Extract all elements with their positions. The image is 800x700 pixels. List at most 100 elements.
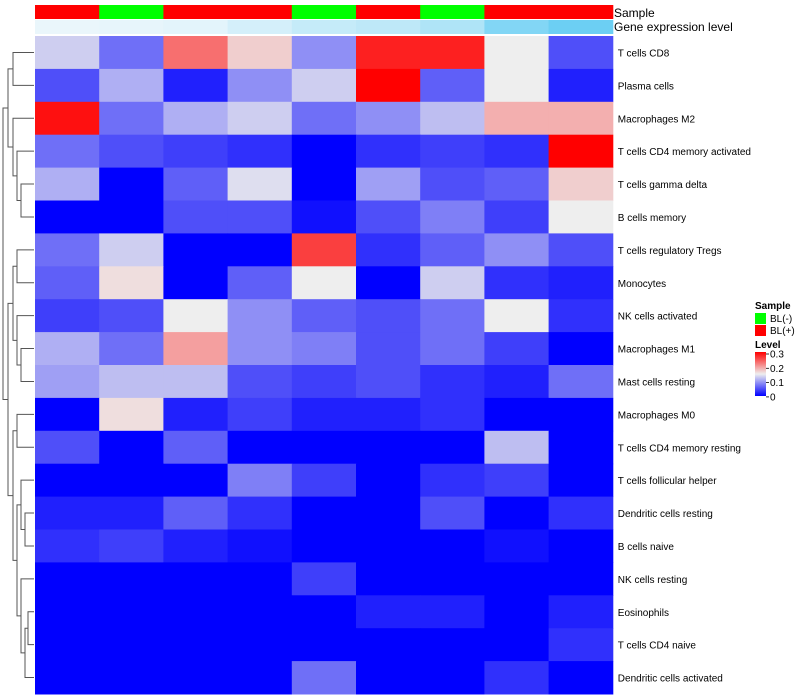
dendrogram-branch	[16, 315, 34, 366]
expression-annotation-cell	[356, 20, 421, 34]
heatmap-cell	[548, 266, 614, 300]
heatmap-cell	[163, 529, 229, 563]
expression-annotation-cell	[163, 20, 229, 34]
expression-annotation-cell	[420, 20, 485, 34]
heatmap-cell	[420, 397, 485, 432]
heatmap-cell	[484, 562, 550, 596]
row-label: Macrophages M0	[618, 410, 696, 421]
heatmap-cell	[291, 397, 357, 432]
dendrogram-branch	[16, 504, 21, 617]
heatmap-cell	[291, 68, 357, 103]
heatmap-cell	[356, 365, 421, 399]
heatmap-cell	[227, 529, 293, 563]
heatmap-cell	[356, 167, 421, 201]
heatmap-cell	[548, 430, 614, 465]
dendrogram-branch	[20, 479, 34, 530]
row-label: T cells follicular helper	[618, 476, 717, 487]
row-label: T cells CD8	[618, 48, 670, 59]
sample-annotation-cell	[291, 5, 357, 19]
dendrogram-branch	[16, 150, 34, 201]
heatmap-cell	[99, 595, 164, 629]
heatmap-cell	[99, 529, 164, 563]
sample-annotation-cell	[420, 5, 485, 19]
heatmap-cell	[420, 628, 485, 662]
heatmap-cell	[227, 167, 293, 201]
heatmap-cell	[99, 233, 164, 267]
heatmap-cell	[291, 628, 357, 662]
heatmap-cell	[356, 628, 421, 662]
row-dendrogram	[2, 51, 34, 679]
heatmap-cell	[420, 332, 485, 366]
expression-level-annotation-bar	[35, 20, 614, 34]
sample-legend: Sample BL(-)BL(+)	[755, 301, 795, 337]
heatmap-cell	[548, 595, 614, 629]
dendrogram-branch	[16, 413, 34, 448]
heatmap-cell	[484, 595, 550, 629]
heatmap-cell	[35, 332, 100, 366]
heatmap-cell	[99, 68, 164, 103]
dendrogram-branch	[2, 107, 8, 400]
expression-annotation-cell	[227, 20, 293, 34]
heatmap-cell	[484, 496, 550, 530]
heatmap-cell	[163, 628, 229, 662]
heatmap-cell	[420, 167, 485, 201]
dendrogram-branch	[27, 611, 34, 646]
heatmap-cell	[99, 299, 164, 333]
heatmap-cell	[484, 365, 550, 399]
sample-legend-swatch	[755, 325, 766, 336]
row-label: Eosinophils	[618, 608, 669, 619]
heatmap-cell	[420, 68, 485, 103]
sample-annotation-cell	[99, 5, 164, 19]
heatmap-cell	[163, 167, 229, 201]
heatmap-cell	[356, 595, 421, 629]
heatmap-cell	[356, 299, 421, 333]
heatmap-cell	[548, 365, 614, 399]
row-label: NK cells resting	[618, 575, 687, 586]
heatmap-cell	[35, 36, 100, 70]
heatmap-cell	[163, 200, 229, 234]
heatmap-cell	[291, 562, 357, 596]
heatmap-cell	[356, 233, 421, 267]
heatmap-cell	[227, 332, 293, 366]
heatmap-cell	[291, 661, 357, 695]
heatmap-cell	[227, 233, 293, 267]
heatmap-cell	[291, 233, 357, 267]
heatmap-cell	[163, 36, 229, 70]
heatmap-cell	[548, 68, 614, 103]
heatmap-cell	[548, 397, 614, 432]
heatmap-cell	[227, 68, 293, 103]
dendrogram-branch	[24, 627, 34, 679]
heatmap-cell	[484, 167, 550, 201]
heatmap-cell	[35, 562, 100, 596]
heatmap-cell	[35, 628, 100, 662]
dendrogram-branch	[20, 183, 34, 218]
dendrogram-branch	[12, 430, 17, 561]
sample-annotation-cell	[484, 5, 550, 19]
heatmap-cells	[35, 36, 614, 695]
heatmap-cell	[163, 562, 229, 596]
heatmap-cell	[548, 167, 614, 201]
heatmap-cell	[99, 101, 164, 136]
heatmap-cell	[291, 595, 357, 629]
heatmap-cell	[35, 101, 100, 136]
row-label: T cells CD4 naive	[618, 641, 697, 652]
heatmap-cell	[163, 68, 229, 103]
heatmap-cell	[163, 496, 229, 530]
row-label: Macrophages M1	[618, 345, 696, 356]
heatmap-cell	[99, 200, 164, 234]
heatmap-cell	[291, 529, 357, 563]
heatmap-cell	[35, 299, 100, 333]
heatmap-cell	[99, 562, 164, 596]
heatmap-cell	[227, 595, 293, 629]
row-label: Macrophages M2	[618, 114, 696, 125]
heatmap-cell	[420, 595, 485, 629]
heatmap-cell	[163, 101, 229, 136]
row-label: T cells regulatory Tregs	[618, 246, 722, 257]
heatmap-cell	[548, 463, 614, 498]
heatmap-cell	[420, 134, 485, 169]
sample-annotation-label: Sample	[614, 6, 655, 20]
heatmap-cell	[356, 661, 421, 695]
heatmap-cell	[356, 36, 421, 70]
heatmap-cell	[356, 101, 421, 136]
heatmap-cell	[484, 299, 550, 333]
